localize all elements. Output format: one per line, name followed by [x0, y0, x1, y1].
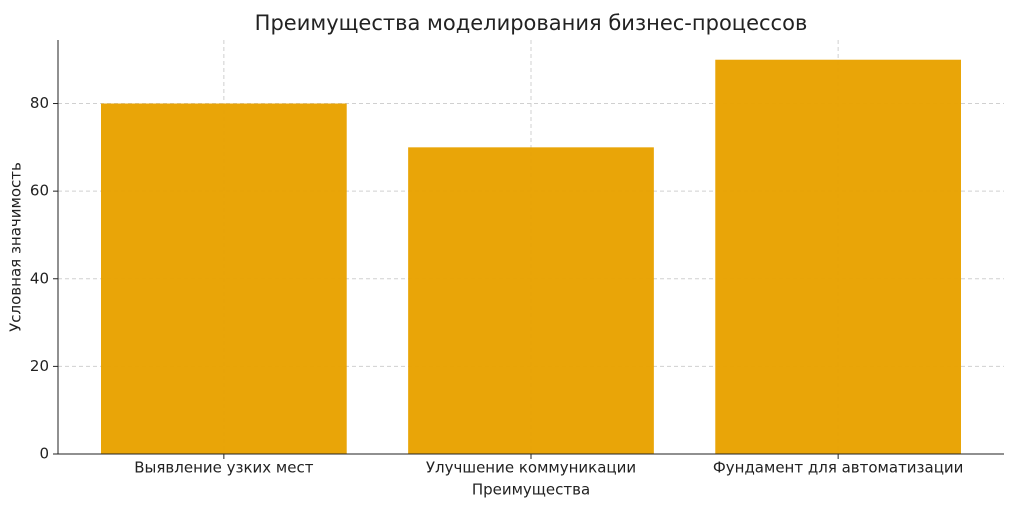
x-tick-label: Улучшение коммуникации: [426, 459, 636, 477]
y-tick-label: 20: [30, 357, 49, 375]
bar: [715, 59, 961, 454]
x-axis-label: Преимущества: [472, 481, 590, 499]
y-tick-label: 60: [30, 182, 49, 200]
bar: [408, 147, 654, 455]
x-tick-label: Выявление узких мест: [134, 459, 313, 477]
y-axis-label: Условная значимость: [7, 162, 25, 332]
y-tick-label: 0: [39, 445, 49, 463]
chart-title: Преимущества моделирования бизнес-процес…: [255, 11, 808, 35]
y-tick-label: 40: [30, 269, 49, 287]
x-tick-label: Фундамент для автоматизации: [713, 459, 964, 477]
y-tick-label: 80: [30, 94, 49, 112]
bar: [101, 103, 347, 455]
